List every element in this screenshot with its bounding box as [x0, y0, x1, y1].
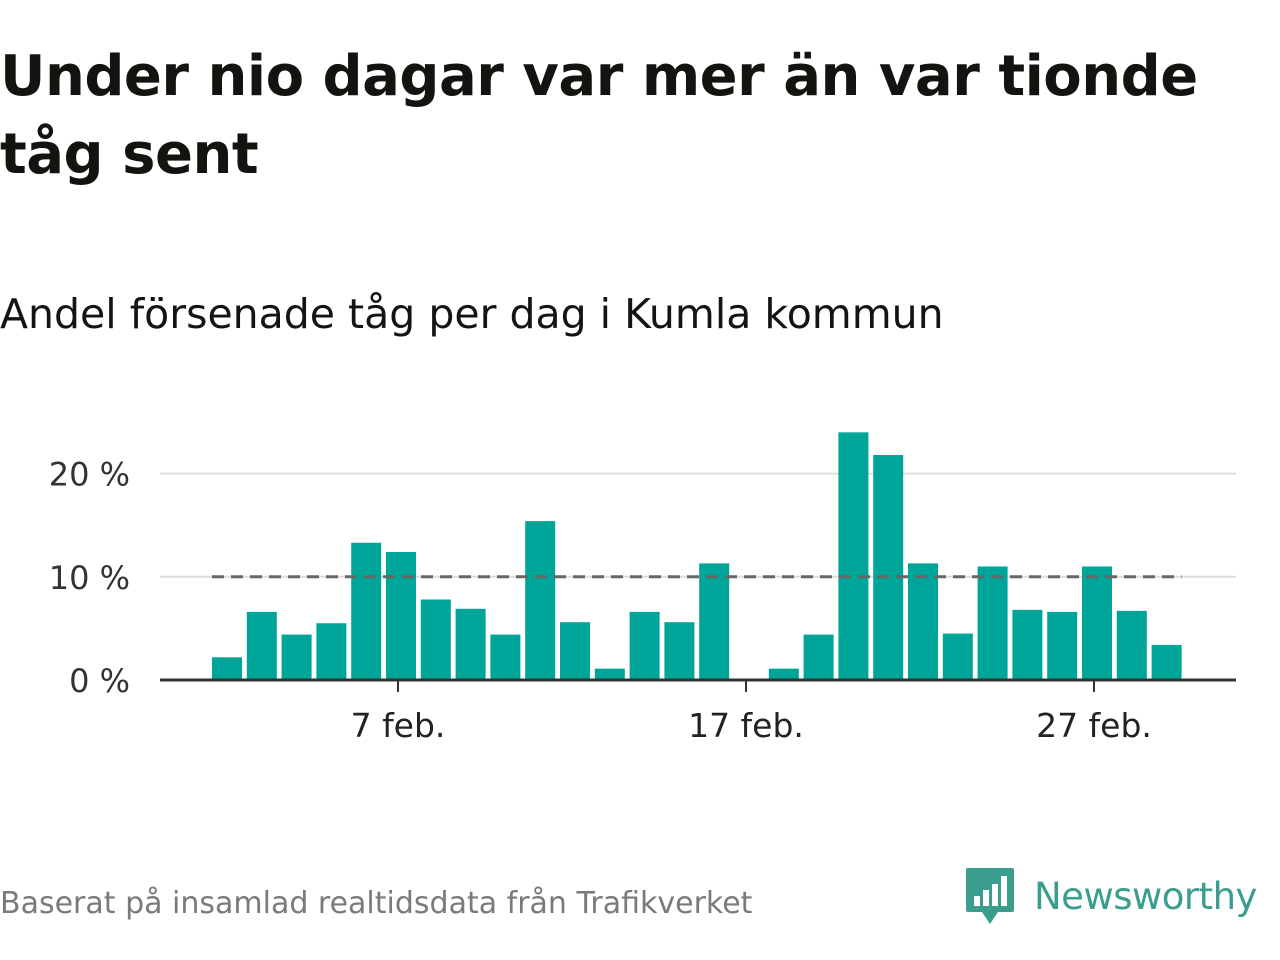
bar	[768, 668, 799, 680]
bar	[316, 623, 347, 680]
bar	[351, 542, 382, 680]
bar	[560, 622, 590, 680]
bar	[525, 521, 556, 680]
bar	[908, 563, 938, 680]
bar	[212, 657, 242, 680]
y-tick-label: 20 %	[49, 456, 130, 494]
bar	[664, 622, 695, 680]
bar	[838, 432, 869, 680]
bar	[1047, 611, 1078, 680]
gridlines	[160, 472, 1236, 578]
newsworthy-logo-icon	[966, 868, 1014, 924]
bar	[386, 552, 416, 680]
bar	[1151, 644, 1182, 680]
source-note: Baserat på insamlad realtidsdata från Tr…	[0, 886, 753, 921]
bar-chart: 0 % 10 % 20 % 7 feb. 17 feb. 27 feb.	[49, 432, 1236, 745]
x-tick-label: 7 feb.	[351, 706, 446, 745]
bar	[803, 634, 834, 680]
y-tick-label: 10 %	[49, 559, 130, 597]
bar	[942, 633, 973, 680]
bar	[629, 611, 660, 680]
bar	[1116, 610, 1147, 680]
bar	[1012, 609, 1043, 680]
bar	[977, 566, 1008, 680]
x-tick-label: 17 feb.	[688, 706, 804, 745]
bar	[873, 455, 904, 680]
bar	[455, 608, 486, 680]
y-tick-label: 0 %	[69, 662, 130, 700]
bar	[420, 599, 451, 680]
chart-subtitle: Andel försenade tåg per dag i Kumla komm…	[0, 290, 944, 338]
axes: 0 % 10 % 20 % 7 feb. 17 feb. 27 feb.	[49, 456, 1236, 745]
bar	[1082, 566, 1112, 680]
brand-name: Newsworthy	[1034, 874, 1257, 918]
chart-title: Under nio dagar var mer än var tionde tå…	[0, 44, 1198, 187]
bar	[490, 634, 521, 680]
brand-logo: Newsworthy	[964, 864, 1257, 928]
bars	[212, 432, 1182, 680]
x-tick-label: 27 feb.	[1036, 706, 1152, 745]
bar	[699, 563, 730, 680]
bar	[246, 611, 277, 680]
bar	[281, 634, 312, 680]
bar	[594, 668, 625, 680]
